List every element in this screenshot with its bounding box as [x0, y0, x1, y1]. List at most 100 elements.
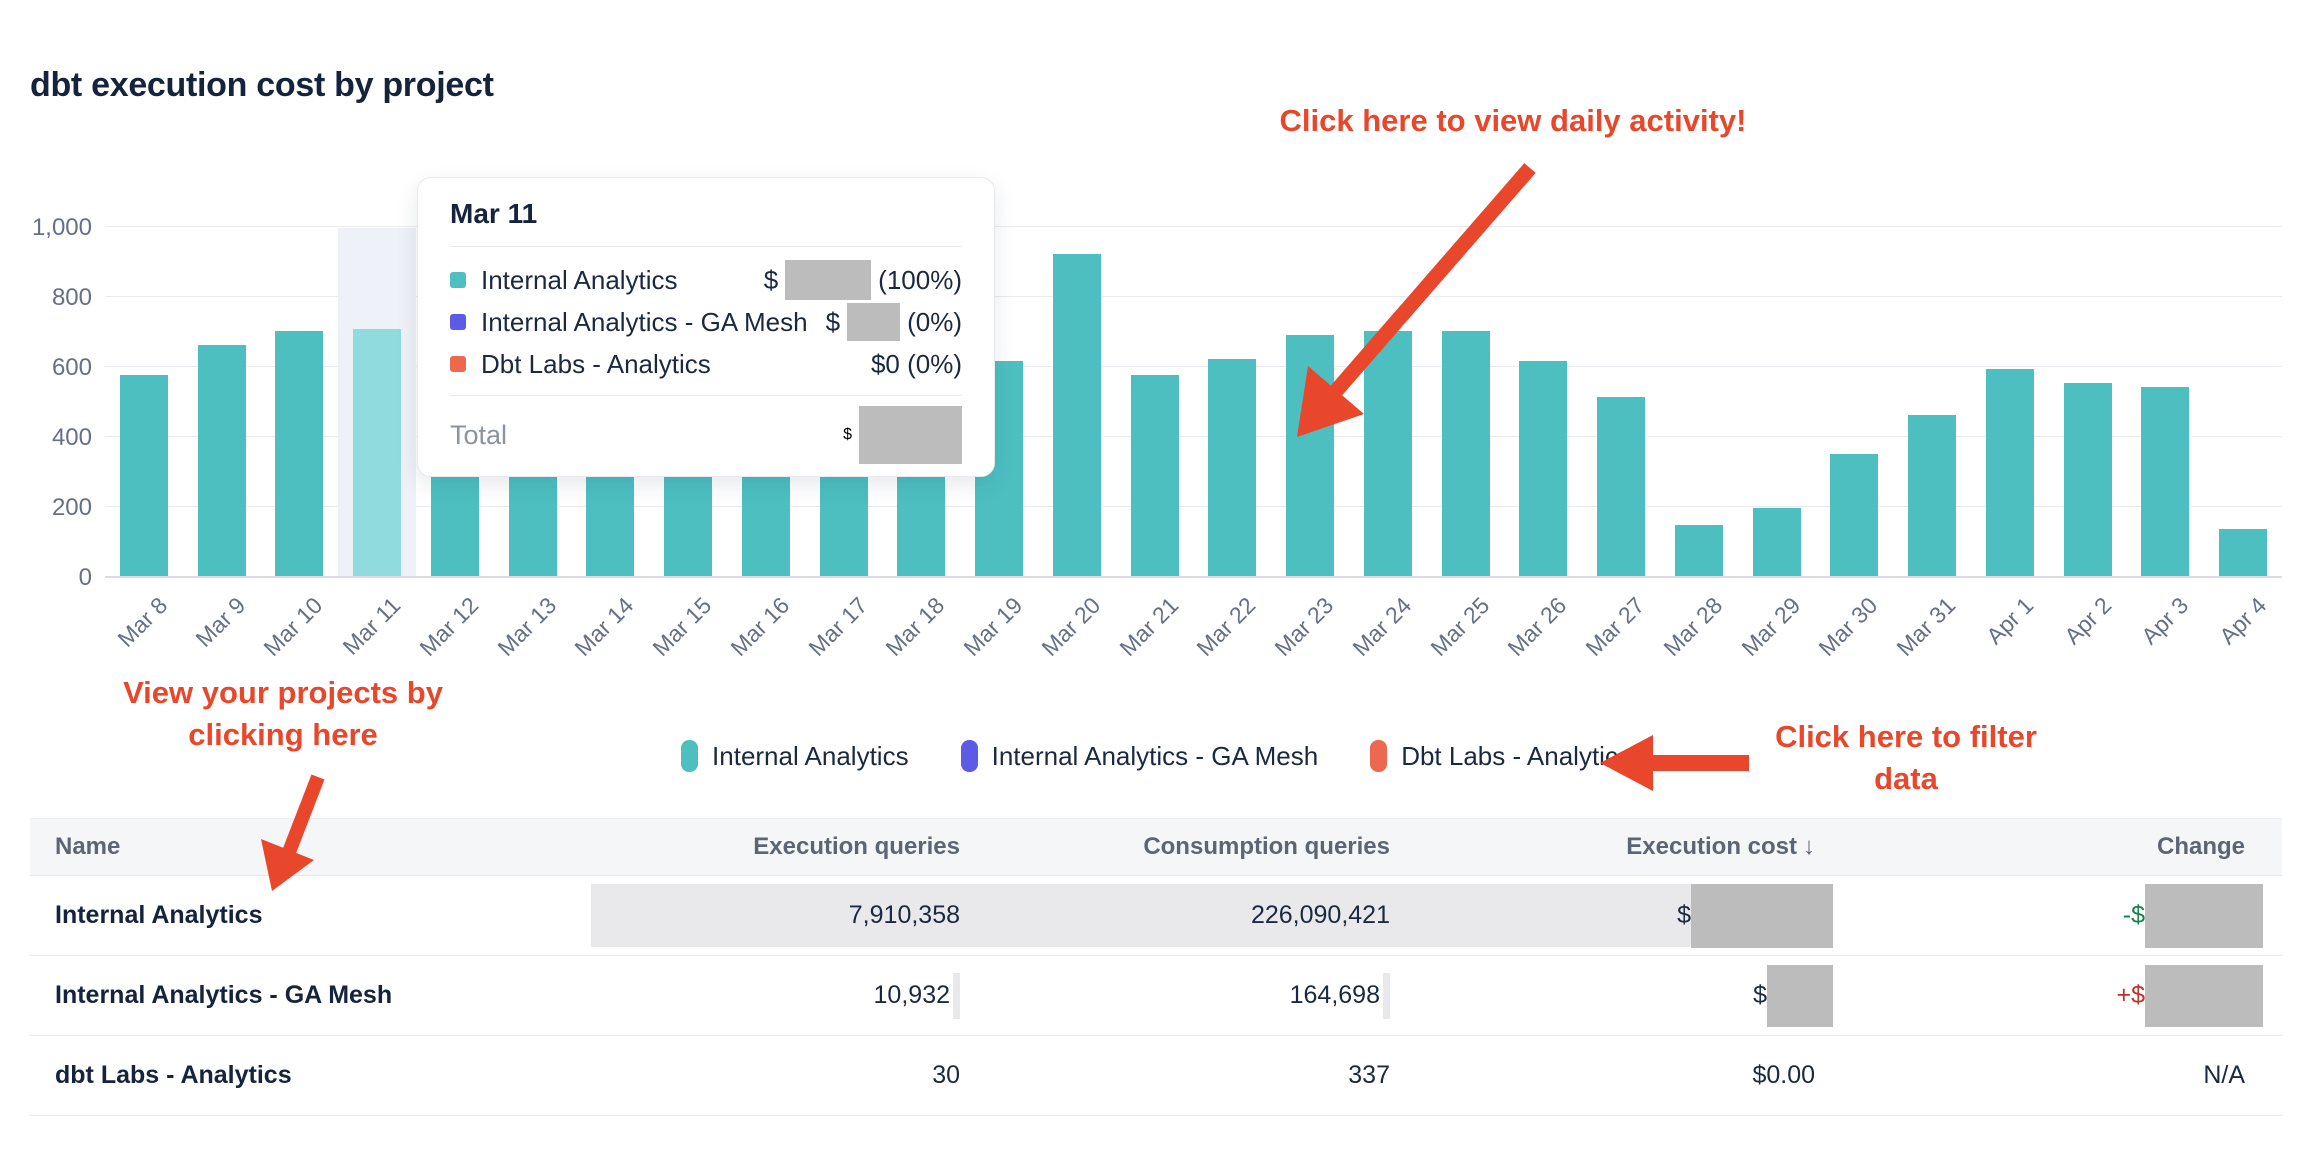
tooltip-total-prefix: $	[843, 426, 852, 443]
chart-column-mar-30	[1816, 228, 1894, 576]
annotation-filter-data: Click here to filter data	[1775, 719, 2037, 796]
column-header-label: Name	[55, 833, 121, 860]
chart-column-apr-3	[2127, 228, 2205, 576]
value-prefix: -$	[2122, 901, 2145, 929]
bar-apr-3[interactable]	[2141, 387, 2190, 576]
chart-column-mar-13	[494, 228, 572, 576]
page-title: dbt execution cost by project	[30, 66, 494, 104]
chart-column-mar-17	[805, 228, 883, 576]
bar-mar-22[interactable]	[1208, 359, 1257, 576]
table-row-internal-analytics[interactable]: Internal Analytics 7,910,358 226,090,421 $ -…	[30, 876, 2282, 956]
column-header-label: Change	[2156, 833, 2245, 860]
cell-value: 164,698	[1289, 981, 1380, 1009]
value-databar	[966, 884, 1396, 947]
value-databar-sliver	[1383, 972, 1390, 1019]
bar-mar-23[interactable]	[1286, 335, 1335, 576]
bar-mar-8[interactable]	[119, 375, 168, 576]
bar-mar-20[interactable]	[1052, 254, 1101, 576]
chart-column-apr-4	[2204, 228, 2282, 576]
project-name-cell[interactable]: Internal Analytics	[55, 901, 263, 929]
x-axis-label-mar-31: Mar 31	[1891, 592, 1961, 662]
project-name-cell[interactable]: Internal Analytics - GA Mesh	[55, 981, 393, 1009]
tooltip-value-percent: (0%)	[907, 306, 962, 337]
x-axis-label-mar-18: Mar 18	[880, 592, 950, 662]
chart-column-mar-9	[183, 228, 261, 576]
y-tick-label: 800	[51, 284, 92, 311]
bar-mar-30[interactable]	[1830, 454, 1879, 576]
x-axis-label-mar-17: Mar 17	[803, 592, 873, 662]
table-row-dbt-labs-analytics[interactable]: dbt Labs - Analytics 30 337 $0.00 N/A	[30, 1036, 2282, 1116]
x-axis-label-mar-25: Mar 25	[1425, 592, 1495, 662]
value-prefix: $	[1677, 901, 1691, 929]
x-axis-label-mar-15: Mar 15	[647, 592, 717, 662]
tooltip-date-title: Mar 11	[450, 198, 962, 247]
chart-column-mar-20	[1038, 228, 1116, 576]
tooltip-series-label: Internal Analytics - GA Mesh	[481, 306, 808, 337]
bar-mar-27[interactable]	[1597, 397, 1646, 576]
bar-apr-1[interactable]	[1985, 369, 2034, 576]
chart-column-mar-8	[105, 228, 183, 576]
bar-apr-4[interactable]	[2219, 529, 2268, 576]
tooltip-series-rows: Internal Analytics $ (100%) Internal Analyt…	[450, 247, 962, 395]
x-axis-label-mar-24: Mar 24	[1347, 592, 1417, 662]
bar-mar-28[interactable]	[1674, 525, 1723, 576]
column-header-execution-cost[interactable]: Execution cost ↓	[1390, 833, 1815, 861]
internal-analytics-swatch-icon	[450, 272, 466, 288]
bar-mar-26[interactable]	[1519, 361, 1568, 576]
bar-mar-24[interactable]	[1363, 331, 1412, 576]
chart-plot-area	[105, 226, 2282, 578]
chart-column-mar-28	[1660, 228, 1738, 576]
legend-item-internal-analytics[interactable]: Internal Analytics	[681, 740, 909, 772]
chart-column-mar-16	[727, 228, 805, 576]
column-header-consumption-queries[interactable]: Consumption queries	[960, 833, 1390, 861]
x-axis-label-apr-3: Apr 3	[2136, 592, 2194, 650]
legend-item-dbt-labs-analytics[interactable]: Dbt Labs - Analytics	[1370, 740, 1631, 772]
bar-mar-17[interactable]	[819, 474, 868, 576]
bar-mar-18[interactable]	[897, 474, 946, 576]
bar-mar-31[interactable]	[1908, 415, 1957, 576]
bar-mar-10[interactable]	[275, 331, 324, 576]
chart-column-apr-1	[1971, 228, 2049, 576]
bar-apr-2[interactable]	[2063, 383, 2112, 576]
column-header-label: Execution queries	[753, 833, 960, 860]
bar-mar-11[interactable]	[353, 329, 402, 576]
bar-mar-9[interactable]	[197, 345, 246, 576]
dbt-labs-analytics-swatch-icon	[1370, 740, 1388, 772]
value-databar-sliver	[953, 972, 960, 1019]
internal-analytics-ga-mesh-swatch-icon	[450, 314, 466, 330]
x-axis-label-apr-1: Apr 1	[1980, 592, 2039, 650]
tooltip-series-value: $ (0%)	[826, 303, 962, 341]
redacted-value	[785, 260, 872, 300]
column-header-execution-queries[interactable]: Execution queries	[585, 833, 960, 861]
gridline	[105, 506, 2282, 507]
bar-mar-16[interactable]	[741, 474, 790, 576]
chart-column-mar-12	[416, 228, 494, 576]
column-header-name[interactable]: Name	[55, 833, 585, 861]
x-axis-label-mar-23: Mar 23	[1269, 592, 1339, 662]
column-header-change[interactable]: Change	[1815, 833, 2245, 861]
table-row-internal-analytics-ga-mesh[interactable]: Internal Analytics - GA Mesh 10,932 164,69…	[30, 956, 2282, 1036]
legend-item-internal-analytics-ga-mesh[interactable]: Internal Analytics - GA Mesh	[960, 740, 1318, 772]
bar-mar-21[interactable]	[1130, 375, 1179, 576]
cell-execution-cost: $	[1390, 956, 1833, 1035]
bar-mar-15[interactable]	[664, 474, 713, 576]
redacted-value	[859, 406, 962, 464]
y-tick-label: 1,000	[31, 214, 92, 241]
x-axis-label-mar-16: Mar 16	[725, 592, 795, 662]
tooltip-series-label: Internal Analytics	[481, 264, 678, 295]
x-axis-label-mar-9: Mar 9	[190, 592, 251, 652]
gridline	[105, 366, 2282, 367]
bar-mar-29[interactable]	[1752, 508, 1801, 576]
bar-mar-14[interactable]	[586, 474, 635, 576]
projects-table: Name Execution queries Consumption queries…	[30, 818, 2282, 1116]
cell-change: +$	[1815, 956, 2263, 1035]
bar-mar-25[interactable]	[1441, 331, 1490, 576]
chart-column-mar-29	[1738, 228, 1816, 576]
chart-column-apr-2	[2049, 228, 2127, 576]
column-header-label: Consumption queries	[1143, 833, 1390, 860]
value-prefix: $	[1753, 981, 1767, 1009]
project-name-cell[interactable]: dbt Labs - Analytics	[55, 1061, 292, 1089]
bar-mar-12[interactable]	[430, 474, 479, 576]
bar-mar-13[interactable]	[508, 474, 557, 576]
